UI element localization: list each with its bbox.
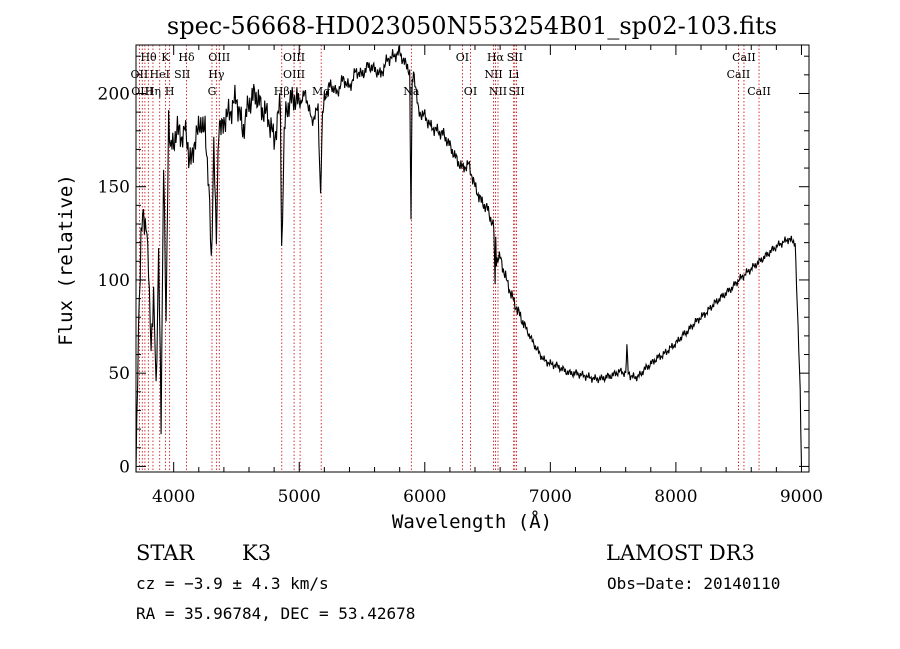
x-tick-label: 7000 xyxy=(529,487,572,507)
y-tick-label: 0 xyxy=(119,457,130,477)
line-label-10: HeI xyxy=(150,68,170,81)
line-label-2: Hδ xyxy=(178,51,195,64)
survey-name: LAMOST DR3 xyxy=(606,541,755,565)
line-label-11: SII xyxy=(174,68,190,81)
y-tick-label: 200 xyxy=(98,84,130,104)
line-label-1: K xyxy=(161,51,170,64)
y-tick-label: 100 xyxy=(98,271,130,291)
line-label-26: SII xyxy=(508,85,524,98)
line-label-12: Hγ xyxy=(208,68,225,81)
x-tick-label: 5000 xyxy=(278,487,321,507)
x-tick-label: 9000 xyxy=(780,487,823,507)
line-label-6: Hα xyxy=(487,51,505,64)
line-label-7: SII xyxy=(507,51,523,64)
object-class: STAR xyxy=(136,541,195,565)
y-axis-ticks: 0 50 100 150 200 xyxy=(98,55,809,477)
line-label-25: NII xyxy=(489,85,507,98)
y-tick-label: 50 xyxy=(108,364,130,384)
line-label-13: OIII xyxy=(283,68,305,81)
y-axis-label: Flux (relative) xyxy=(55,174,77,346)
line-label-18: Hη xyxy=(145,85,161,98)
x-axis-ticks: 4000 5000 6000 7000 8000 9000 xyxy=(152,45,823,507)
line-label-16: CaII xyxy=(727,68,751,81)
line-label-27: CaII xyxy=(747,85,771,98)
redshift-cz: cz = −3.9 ± 4.3 km/s xyxy=(136,574,329,593)
line-label-4: OIII xyxy=(283,51,305,64)
chart-title: spec-56668-HD023050N553254B01_sp02-103.f… xyxy=(167,12,777,40)
x-tick-label: 6000 xyxy=(403,487,446,507)
line-label-14: NII xyxy=(484,68,502,81)
line-label-15: Li xyxy=(508,68,519,81)
line-label-5: OI xyxy=(456,51,469,64)
coordinates: RA = 35.96784, DEC = 53.42678 xyxy=(136,604,415,623)
line-label-20: G xyxy=(208,85,217,98)
flux-series-line xyxy=(135,45,803,473)
line-label-19: H xyxy=(165,85,175,98)
x-tick-label: 4000 xyxy=(152,487,195,507)
observation-date: Obs−Date: 20140110 xyxy=(607,574,780,593)
line-label-24: OI xyxy=(464,85,477,98)
x-tick-label: 8000 xyxy=(654,487,697,507)
x-axis-label: Wavelength (Å) xyxy=(392,510,552,533)
line-label-8: CaII xyxy=(732,51,756,64)
line-label-3: OIII xyxy=(208,51,230,64)
object-subclass: K3 xyxy=(242,541,271,565)
line-label-0: Hθ xyxy=(140,51,157,64)
line-label-17: OIII xyxy=(131,85,153,98)
y-tick-label: 150 xyxy=(98,178,130,198)
plot-frame xyxy=(135,44,810,473)
line-label-21: Hβ xyxy=(274,85,290,98)
